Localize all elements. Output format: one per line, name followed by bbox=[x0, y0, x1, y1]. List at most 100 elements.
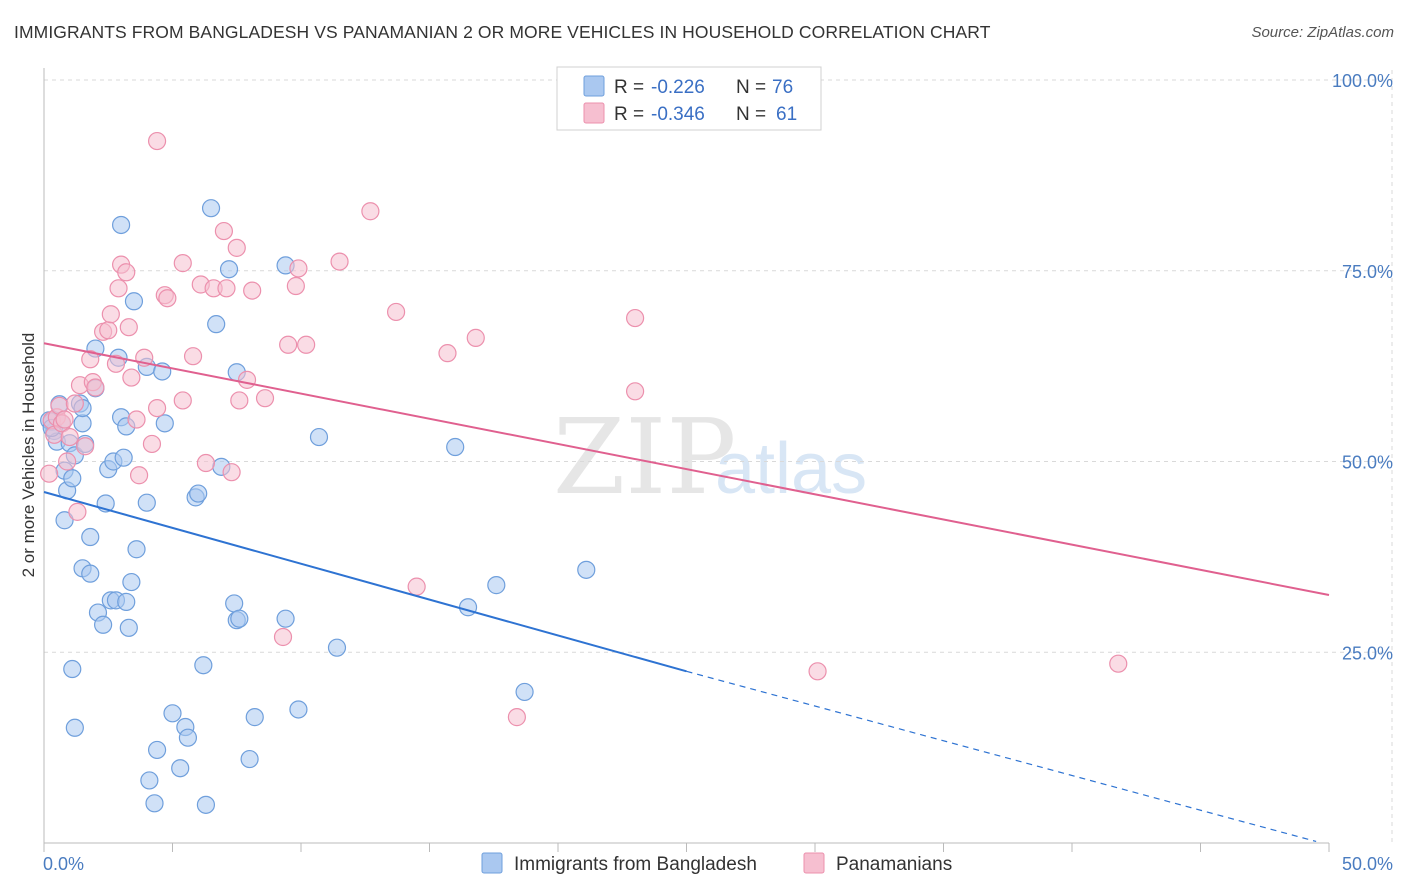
legend-pink-n-value: 61 bbox=[776, 104, 797, 125]
legend-pink-r-value: -0.346 bbox=[651, 104, 705, 125]
data-point-panamanians bbox=[106, 354, 126, 373]
bottom-legend-pink-swatch bbox=[803, 852, 825, 874]
data-point-panamanians bbox=[625, 308, 645, 328]
bottom-legend-blue-label: Immigrants from Bangladesh bbox=[514, 854, 757, 875]
x-tick-label: 50.0% bbox=[1342, 854, 1393, 874]
data-point-bangladesh bbox=[81, 564, 100, 583]
data-point-panamanians bbox=[808, 662, 827, 681]
y-tick-label: 75.0% bbox=[1342, 262, 1393, 282]
legend-blue-r-value: -0.226 bbox=[651, 77, 705, 98]
data-point-bangladesh bbox=[163, 704, 182, 723]
source-label: Source: ZipAtlas.com bbox=[1251, 24, 1394, 41]
data-point-bangladesh bbox=[178, 728, 198, 747]
data-point-panamanians bbox=[147, 131, 167, 151]
data-point-panamanians bbox=[227, 238, 246, 257]
legend-pink-swatch bbox=[583, 102, 605, 124]
data-point-panamanians bbox=[279, 335, 298, 354]
data-point-bangladesh bbox=[327, 638, 347, 657]
data-point-panamanians bbox=[40, 464, 59, 483]
trend-line-bangladesh bbox=[43, 491, 687, 673]
data-point-bangladesh bbox=[458, 598, 478, 617]
watermark-atlas: atlas bbox=[715, 429, 867, 509]
bottom-legend-blue-swatch bbox=[481, 852, 503, 874]
x-tick-labels: 0.0% 50.0% bbox=[43, 854, 1393, 874]
data-point-panamanians bbox=[243, 281, 262, 300]
data-point-bangladesh bbox=[240, 749, 259, 769]
trend-line-panamanians bbox=[43, 342, 1330, 597]
data-point-panamanians bbox=[407, 577, 426, 596]
data-point-panamanians bbox=[158, 289, 177, 308]
legend-blue-swatch bbox=[583, 75, 605, 97]
data-point-panamanians bbox=[289, 259, 308, 278]
legend-blue-n-value: 76 bbox=[772, 77, 793, 98]
bottom-legend: Immigrants from Bangladesh Panamanians bbox=[481, 852, 952, 875]
data-point-panamanians bbox=[214, 221, 233, 241]
data-point-panamanians bbox=[142, 434, 162, 454]
legend-pink-r-label: R = bbox=[614, 104, 644, 125]
data-point-panamanians bbox=[76, 437, 95, 456]
data-point-panamanians bbox=[273, 627, 293, 647]
data-point-bangladesh bbox=[124, 292, 144, 311]
data-point-panamanians bbox=[438, 344, 457, 363]
data-point-panamanians bbox=[60, 427, 79, 447]
y-tick-labels: 100.0% 75.0% 50.0% 25.0% bbox=[1332, 71, 1393, 663]
data-point-panamanians bbox=[129, 466, 149, 485]
data-point-panamanians bbox=[86, 378, 105, 397]
bottom-legend-pink-label: Panamanians bbox=[836, 854, 952, 875]
data-point-bangladesh bbox=[309, 427, 329, 447]
data-point-panamanians bbox=[386, 302, 406, 322]
series-panamanians-points bbox=[40, 131, 1128, 727]
watermark-zip: ZIP bbox=[553, 396, 736, 518]
data-point-bangladesh bbox=[114, 448, 133, 467]
data-point-panamanians bbox=[81, 350, 100, 369]
legend-blue-n-label: N = bbox=[736, 77, 766, 98]
data-point-panamanians bbox=[65, 394, 84, 413]
data-point-bangladesh bbox=[63, 469, 82, 488]
data-point-panamanians bbox=[99, 321, 118, 340]
data-point-panamanians bbox=[101, 305, 120, 324]
data-point-panamanians bbox=[119, 318, 138, 337]
data-point-bangladesh bbox=[117, 592, 136, 611]
data-point-panamanians bbox=[173, 391, 192, 410]
data-point-panamanians bbox=[117, 263, 136, 282]
data-point-bangladesh bbox=[225, 594, 244, 613]
axes bbox=[43, 68, 1330, 852]
data-point-bangladesh bbox=[94, 615, 113, 634]
data-point-panamanians bbox=[255, 389, 275, 408]
data-point-bangladesh bbox=[577, 560, 596, 579]
data-point-bangladesh bbox=[201, 199, 221, 218]
data-point-bangladesh bbox=[194, 656, 213, 675]
data-point-bangladesh bbox=[55, 511, 74, 530]
data-point-panamanians bbox=[361, 202, 380, 221]
data-point-panamanians bbox=[127, 410, 146, 429]
chart-title: IMMIGRANTS FROM BANGLADESH VS PANAMANIAN… bbox=[14, 22, 991, 42]
trend-line-bangladesh-extrapolated bbox=[686, 670, 1317, 843]
y-axis-title: 2 or more Vehicles in Household bbox=[19, 333, 38, 578]
data-point-panamanians bbox=[58, 452, 77, 471]
data-point-bangladesh bbox=[147, 740, 167, 760]
data-point-bangladesh bbox=[171, 759, 190, 778]
data-point-bangladesh bbox=[487, 576, 506, 595]
legend-box: R = -0.226 N = 76 R = -0.346 N = 61 bbox=[556, 66, 822, 131]
data-point-bangladesh bbox=[155, 414, 174, 433]
data-point-bangladesh bbox=[276, 609, 295, 628]
data-point-bangladesh bbox=[245, 708, 264, 727]
data-point-bangladesh bbox=[65, 718, 84, 737]
data-point-bangladesh bbox=[515, 682, 534, 702]
data-point-panamanians bbox=[1109, 654, 1128, 673]
data-point-bangladesh bbox=[127, 540, 146, 559]
data-point-bangladesh bbox=[111, 215, 131, 235]
data-point-bangladesh bbox=[140, 771, 159, 790]
data-point-bangladesh bbox=[207, 315, 226, 334]
data-point-bangladesh bbox=[230, 609, 249, 628]
watermark: ZIP atlas bbox=[553, 396, 867, 518]
data-point-bangladesh bbox=[189, 484, 208, 503]
data-point-panamanians bbox=[147, 398, 167, 418]
data-point-panamanians bbox=[507, 708, 526, 727]
data-point-panamanians bbox=[625, 382, 645, 401]
data-point-bangladesh bbox=[122, 572, 141, 592]
data-point-bangladesh bbox=[196, 795, 216, 814]
data-point-panamanians bbox=[466, 328, 485, 347]
data-point-bangladesh bbox=[81, 527, 100, 547]
